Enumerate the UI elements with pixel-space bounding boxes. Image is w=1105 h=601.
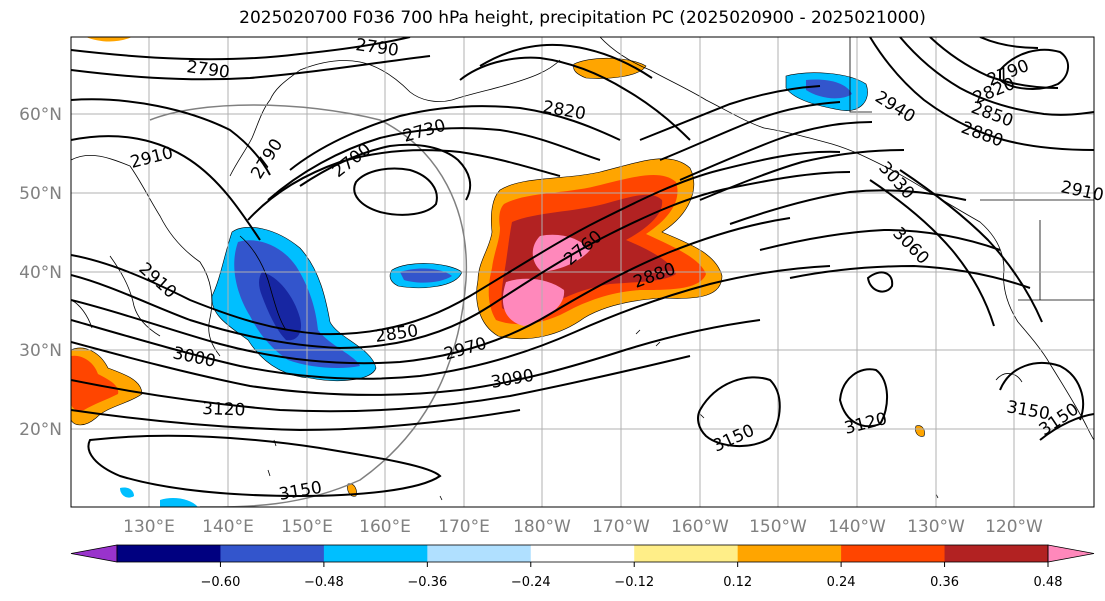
colorbar-segment <box>220 545 325 562</box>
chart-title: 2025020700 F036 700 hPa height, precipit… <box>239 8 926 28</box>
lon-label: 140°E <box>202 517 254 537</box>
latitude-labels: 60°N 50°N 40°N 30°N 20°N <box>19 105 62 440</box>
colorbar-segment <box>323 545 428 562</box>
lon-label: 170°E <box>438 517 490 537</box>
colorbar-outline <box>116 544 1049 563</box>
colorbar-segment <box>427 545 532 562</box>
precip-shading-positive <box>71 37 925 497</box>
colorbar-segment <box>530 545 635 562</box>
colorbar-segment <box>737 545 842 562</box>
lon-label: 130°W <box>907 517 965 537</box>
colorbar-segment <box>117 545 221 562</box>
colorbar-segment <box>841 545 946 562</box>
colorbar-tick-label: 0.48 <box>1034 575 1063 590</box>
lon-label: 160°W <box>671 517 729 537</box>
colorbar-extend-high <box>1047 544 1095 563</box>
lat-label: 30°N <box>19 341 62 361</box>
lon-label: 170°W <box>592 517 650 537</box>
lat-label: 40°N <box>19 263 62 283</box>
colorbar-tick-label: −0.48 <box>304 575 344 590</box>
lon-label: 120°W <box>985 517 1043 537</box>
colorbar-tick-label: −0.24 <box>511 575 551 590</box>
colorbar-tick-label: −0.36 <box>407 575 447 590</box>
height-contours <box>71 37 1094 498</box>
lon-label: 140°W <box>828 517 886 537</box>
longitude-labels: 130°E 140°E 150°E 160°E 170°E 180°W 170°… <box>123 517 1043 537</box>
lon-label: 160°E <box>359 517 411 537</box>
colorbar-tick-label: 0.12 <box>723 575 752 590</box>
map-frame <box>70 36 1095 508</box>
lon-label: 150°E <box>281 517 333 537</box>
lat-label: 60°N <box>19 105 62 125</box>
colorbar-segment <box>944 545 1049 562</box>
range-circle <box>149 104 468 507</box>
colorbar-tick-label: 0.36 <box>930 575 959 590</box>
colorbar-tick-label: −0.12 <box>614 575 654 590</box>
colorbar-segment <box>634 545 739 562</box>
lon-label: 150°W <box>749 517 807 537</box>
lat-label: 50°N <box>19 184 62 204</box>
lon-label: 180°W <box>513 517 571 537</box>
colorbar-tick-label: 0.24 <box>827 575 856 590</box>
colorbar-tick-label: −0.60 <box>201 575 241 590</box>
colorbar-extend-low <box>70 544 118 563</box>
colorbar: −0.60 −0.48 −0.36 −0.24 −0.12 0.12 0.24 0.36 0.4… <box>70 544 1095 590</box>
contour-label: 3120 <box>202 399 246 420</box>
lat-label: 20°N <box>19 420 62 440</box>
lon-label: 130°E <box>123 517 175 537</box>
